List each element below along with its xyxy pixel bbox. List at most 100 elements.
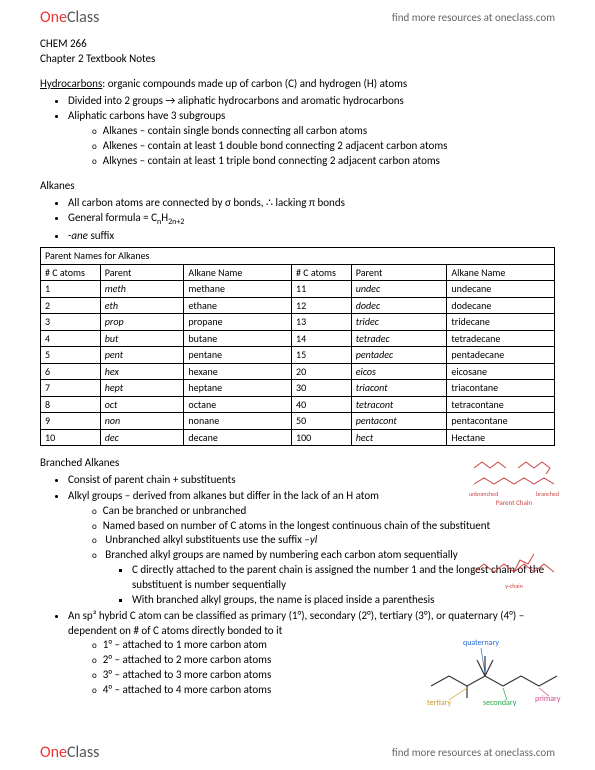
table-cell: Hectane xyxy=(447,429,555,446)
diagram-label-parent: Parent Chain xyxy=(469,498,559,507)
diagram-label-ychain: y-chain xyxy=(469,582,559,590)
alkanes-heading: Alkanes xyxy=(40,179,555,194)
table-cell: hexane xyxy=(184,363,292,380)
table-row: 8octoctane40tetraconttetracontane xyxy=(41,396,555,413)
list-item: With branched alkyl groups, the name is … xyxy=(132,593,555,608)
table-cell: ethane xyxy=(184,297,292,314)
table-header-cell: Parent xyxy=(351,264,447,281)
aliphatic-sublist: Alkanes – contain single bonds connectin… xyxy=(68,124,555,169)
table-cell: hex xyxy=(100,363,184,380)
table-cell: tridec xyxy=(351,314,447,331)
table-cell: non xyxy=(100,413,184,430)
table-cell: 12 xyxy=(292,297,352,314)
chapter-title: Chapter 2 Textbook Notes xyxy=(40,52,555,67)
table-cell: pentadec xyxy=(351,347,447,364)
table-cell: 50 xyxy=(292,413,352,430)
table-cell: tetracont xyxy=(351,396,447,413)
table-cell: eicosane xyxy=(447,363,555,380)
footer-logo-class: Class xyxy=(67,743,99,762)
logo-part-one: One xyxy=(40,8,67,27)
footer-logo-one: One xyxy=(40,743,67,762)
table-cell: pentacontane xyxy=(447,413,555,430)
table-row: 3proppropane13tridectridecane xyxy=(41,314,555,331)
alkanes-section: Alkanes All carbon atoms are connected b… xyxy=(40,179,555,447)
table-cell: triacont xyxy=(351,380,447,397)
table-cell: undecane xyxy=(447,281,555,298)
label-primary: primary xyxy=(535,694,561,704)
list-item: Alkynes – contain at least 1 triple bond… xyxy=(92,154,555,169)
table-body: 1methmethane11undecundecane2ethethane12d… xyxy=(41,281,555,446)
table-cell: dodec xyxy=(351,297,447,314)
table-cell: pentacont xyxy=(351,413,447,430)
table-cell: 7 xyxy=(41,380,101,397)
diagram-label-unbranched: unbranched xyxy=(469,490,498,498)
table-cell: 6 xyxy=(41,363,101,380)
table-header-cell: # C atoms xyxy=(292,264,352,281)
table-cell: 15 xyxy=(292,347,352,364)
table-cell: 20 xyxy=(292,363,352,380)
yl-suffix: yl xyxy=(310,533,317,546)
hydrocarbons-line: Hydrocarbons: organic compounds made up … xyxy=(40,77,555,92)
table-cell: hept xyxy=(100,380,184,397)
table-cell: prop xyxy=(100,314,184,331)
table-cell: 100 xyxy=(292,429,352,446)
list-text: Branched alkyl groups are named by numbe… xyxy=(105,548,458,561)
diagram-label-branched: branched xyxy=(536,490,559,498)
suffix-word: suffix xyxy=(88,229,114,242)
table-title: Parent Names for Alkanes xyxy=(41,248,555,265)
list-item: All carbon atoms are connected by σ bond… xyxy=(68,196,555,211)
carbon-degree-diagram: quaternary tertiary secondary primary xyxy=(425,642,565,704)
list-item: Alkanes – contain single bonds connectin… xyxy=(92,124,555,139)
table-cell: 13 xyxy=(292,314,352,331)
hydrocarbons-underline: Hydrocarbons xyxy=(40,77,102,90)
label-quaternary: quaternary xyxy=(463,638,499,648)
page-header: OneClass find more resources at oneclass… xyxy=(0,0,595,31)
table-cell: nonane xyxy=(184,413,292,430)
table-cell: 1 xyxy=(41,281,101,298)
list-item: Divided into 2 groups → aliphatic hydroc… xyxy=(68,94,555,109)
ychain-diagram: y-chain xyxy=(469,544,559,590)
table-cell: butane xyxy=(184,330,292,347)
table-row: 7heptheptane30triaconttriacontane xyxy=(41,380,555,397)
table-cell: tridecane xyxy=(447,314,555,331)
table-cell: triacontane xyxy=(447,380,555,397)
table-cell: meth xyxy=(100,281,184,298)
table-cell: pentane xyxy=(184,347,292,364)
degree-structure-icon xyxy=(425,642,565,702)
document-body: CHEM 266 Chapter 2 Textbook Notes Hydroc… xyxy=(0,31,595,698)
table-cell: pent xyxy=(100,347,184,364)
table-header-cell: # C atoms xyxy=(41,264,101,281)
table-cell: dodecane xyxy=(447,297,555,314)
parent-chain-diagram: unbranched branched Parent Chain xyxy=(469,458,559,507)
formula-2n2: 2n+2 xyxy=(168,218,184,228)
table-cell: tetracontane xyxy=(447,396,555,413)
table-cell: dec xyxy=(100,429,184,446)
logo-part-class: Class xyxy=(67,8,99,27)
hydrocarbons-def: : organic compounds made up of carbon (C… xyxy=(102,77,407,90)
table-cell: hect xyxy=(351,429,447,446)
logo: OneClass xyxy=(40,8,99,27)
table-row: 2ethethane12dodecdodecane xyxy=(41,297,555,314)
list-item: Alkenes – contain at least 1 double bond… xyxy=(92,139,555,154)
parent-names-table: Parent Names for Alkanes # C atomsParent… xyxy=(40,247,555,446)
header-tagline: find more resources at oneclass.com xyxy=(392,11,555,24)
zigzag-icon xyxy=(472,458,556,488)
table-header-row: # C atomsParentAlkane Name# C atomsParen… xyxy=(41,264,555,281)
table-row: 1methmethane11undecundecane xyxy=(41,281,555,298)
table-cell: 10 xyxy=(41,429,101,446)
table-cell: heptane xyxy=(184,380,292,397)
list-item: General formula = CnH2n+2 xyxy=(68,211,555,228)
table-cell: decane xyxy=(184,429,292,446)
table-cell: propane xyxy=(184,314,292,331)
table-cell: undec xyxy=(351,281,447,298)
table-cell: eicos xyxy=(351,363,447,380)
table-cell: 40 xyxy=(292,396,352,413)
page-footer: OneClass find more resources at oneclass… xyxy=(0,735,595,766)
table-cell: octane xyxy=(184,396,292,413)
table-cell: 2 xyxy=(41,297,101,314)
table-header-cell: Parent xyxy=(100,264,184,281)
alkanes-bullets: All carbon atoms are connected by σ bond… xyxy=(40,196,555,245)
table-header-cell: Alkane Name xyxy=(184,264,292,281)
table-cell: 4 xyxy=(41,330,101,347)
course-code: CHEM 266 xyxy=(40,37,555,52)
